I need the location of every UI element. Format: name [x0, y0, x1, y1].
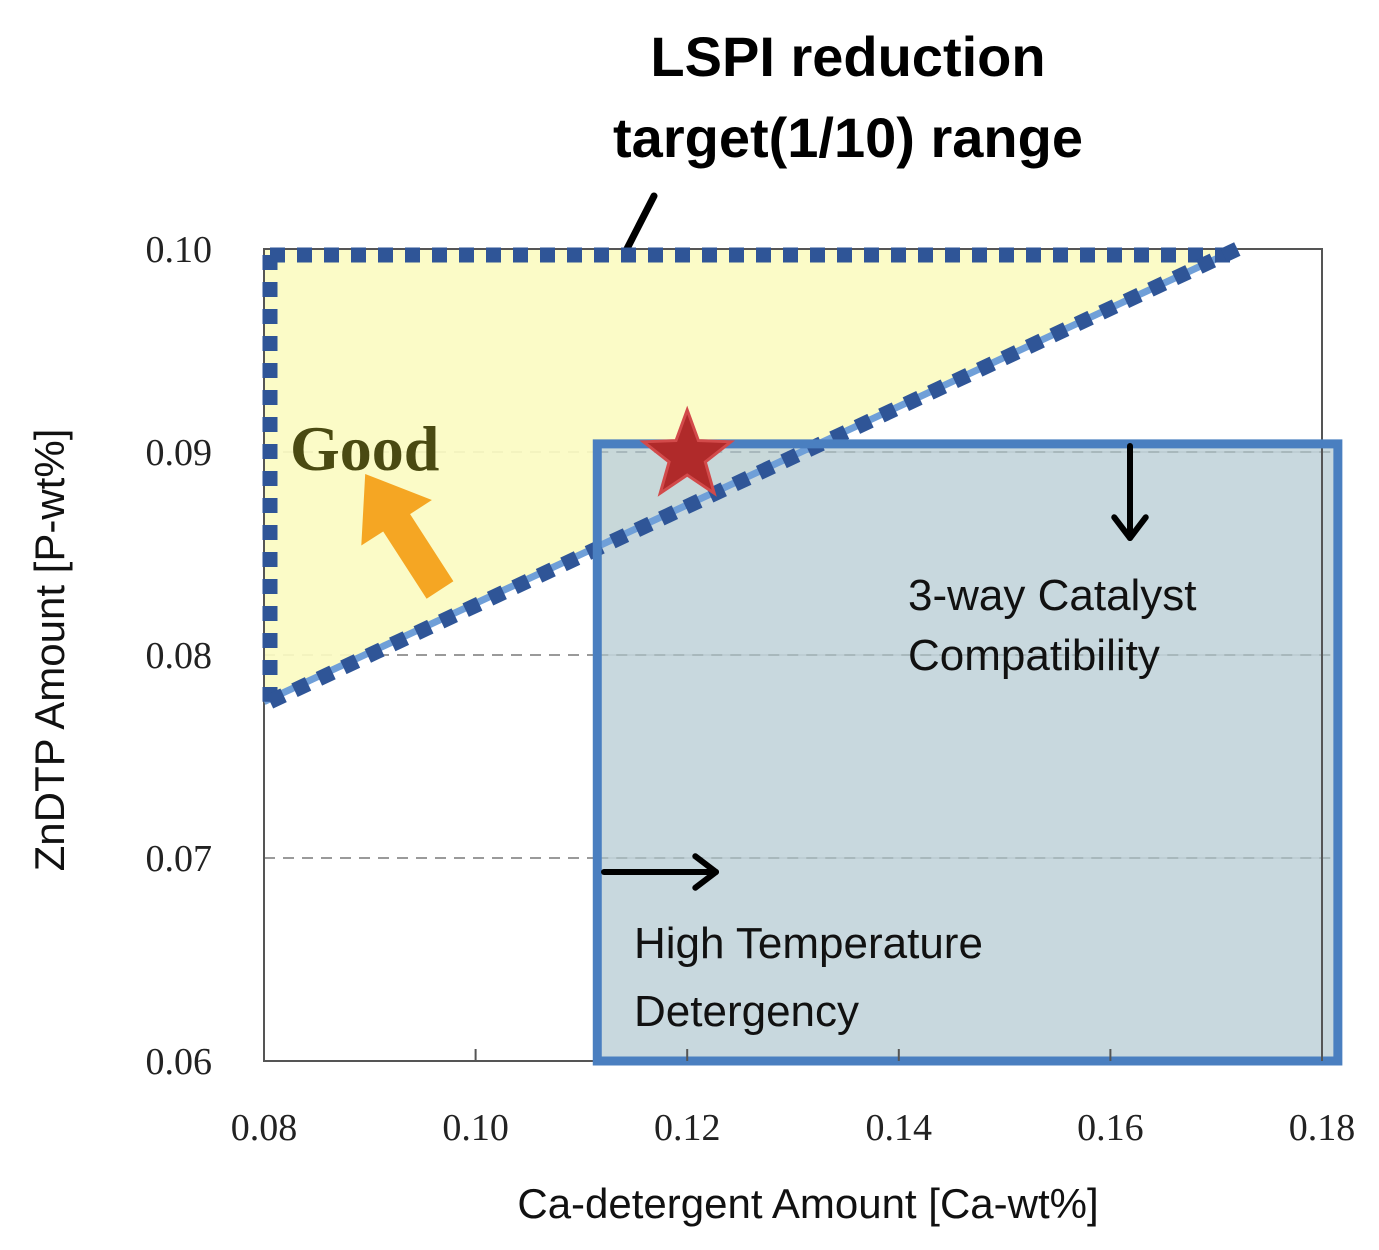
x-tick-label-5: 0.18: [1289, 1107, 1356, 1149]
y-tick-label-4: 0.06: [146, 1041, 213, 1083]
y-axis-ticks: 0.10 0.09 0.08 0.07 0.06: [146, 229, 213, 1083]
x-tick-label-3: 0.14: [866, 1107, 933, 1149]
x-tick-label-1: 0.10: [442, 1107, 509, 1149]
y-tick-label-0: 0.10: [146, 229, 213, 271]
compatibility-region-border: [592, 439, 1343, 1066]
good-label: Good: [290, 413, 439, 484]
chart-title-line-2: target(1/10) range: [613, 106, 1083, 169]
x-axis-label: Ca-detergent Amount [Ca-wt%]: [517, 1180, 1098, 1227]
detergency-label-line-2: Detergency: [634, 987, 859, 1036]
catalyst-label-line-1: 3-way Catalyst: [908, 571, 1197, 620]
x-axis-ticks: 0.08 0.10 0.12 0.14 0.16 0.18: [231, 1049, 1356, 1149]
x-tick-label-2: 0.12: [654, 1107, 721, 1149]
catalyst-label-line-2: Compatibility: [908, 631, 1160, 680]
y-tick-label-2: 0.08: [146, 635, 213, 677]
chart-title-line-1: LSPI reduction: [650, 25, 1045, 88]
y-axis-label: ZnDTP Amount [P-wt%]: [26, 429, 73, 872]
detergency-label-line-1: High Temperature: [634, 919, 983, 968]
compatibility-region-fill: [597, 443, 1338, 1061]
y-tick-label-3: 0.07: [146, 838, 213, 880]
catalyst-arrow-head: [1111, 514, 1149, 541]
orange-arrow: [361, 474, 454, 599]
x-tick-label-4: 0.16: [1077, 1107, 1144, 1149]
plot-area: Good 3-way Catalyst Compatibility High Temp…: [262, 242, 1343, 1066]
y-tick-label-1: 0.09: [146, 432, 213, 474]
chart-title: LSPI reduction target(1/10) range: [613, 25, 1083, 169]
detergency-arrow-head: [692, 853, 719, 891]
x-tick-label-0: 0.08: [231, 1107, 298, 1149]
star-marker: [639, 405, 736, 497]
